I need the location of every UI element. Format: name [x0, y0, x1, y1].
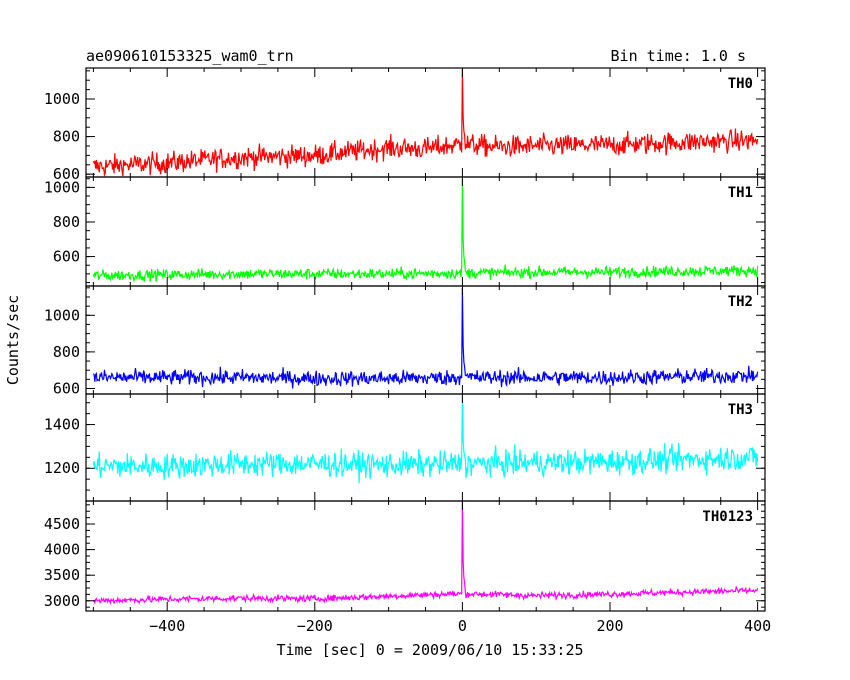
- y-tick-label-th0: 1000: [44, 90, 80, 108]
- x-tick-label: 400: [744, 617, 771, 635]
- y-tick-label-th2: 600: [53, 380, 80, 398]
- y-tick-label-th2: 800: [53, 343, 80, 361]
- y-tick-label-th0: 800: [53, 128, 80, 146]
- y-tick-label-th1: 600: [53, 248, 80, 266]
- y-tick-label-th0123: 4500: [44, 515, 80, 533]
- y-tick-label-th0123: 4000: [44, 541, 80, 559]
- panel-label-th1: TH1: [728, 185, 753, 201]
- panel-label-th3: TH3: [728, 402, 753, 418]
- bin-time-label: Bin time: 1.0 s: [611, 47, 746, 65]
- y-tick-label-th3: 1400: [44, 416, 80, 434]
- series-line-th0: [92, 68, 759, 177]
- y-tick-label-th2: 1000: [44, 306, 80, 324]
- series-line-th1: [92, 178, 759, 283]
- x-axis-label: Time [sec] 0 = 2009/06/10 15:33:25: [276, 641, 583, 659]
- y-tick-label-th0123: 3000: [44, 592, 80, 610]
- x-tick-label: 200: [596, 617, 623, 635]
- panels-group: TH0 600 800 1000 TH1 600 800 1000 TH2 600 800 1000 T…: [44, 67, 771, 635]
- x-tick-label: 0: [458, 617, 467, 635]
- x-tick-label: −200: [297, 617, 333, 635]
- y-tick-label-th1: 800: [53, 213, 80, 231]
- series-line-th2: [92, 287, 759, 389]
- y-tick-label-th3: 1200: [44, 459, 80, 477]
- panel-label-th2: TH2: [728, 294, 753, 310]
- y-axis-label: Counts/sec: [4, 295, 22, 385]
- x-tick-label: −400: [149, 617, 185, 635]
- series-line-th0123: [92, 502, 759, 606]
- y-tick-label-th0123: 3500: [44, 566, 80, 584]
- y-tick-label-th0: 600: [53, 165, 80, 183]
- series-line-th3: [92, 396, 759, 484]
- panel-label-th0123: TH0123: [702, 509, 753, 525]
- panel-frame-th3: [85, 393, 766, 502]
- y-tick-label-th1: 1000: [44, 178, 80, 196]
- panel-label-th0: TH0: [728, 76, 753, 92]
- chart-title: ae090610153325_wam0_trn: [86, 47, 294, 65]
